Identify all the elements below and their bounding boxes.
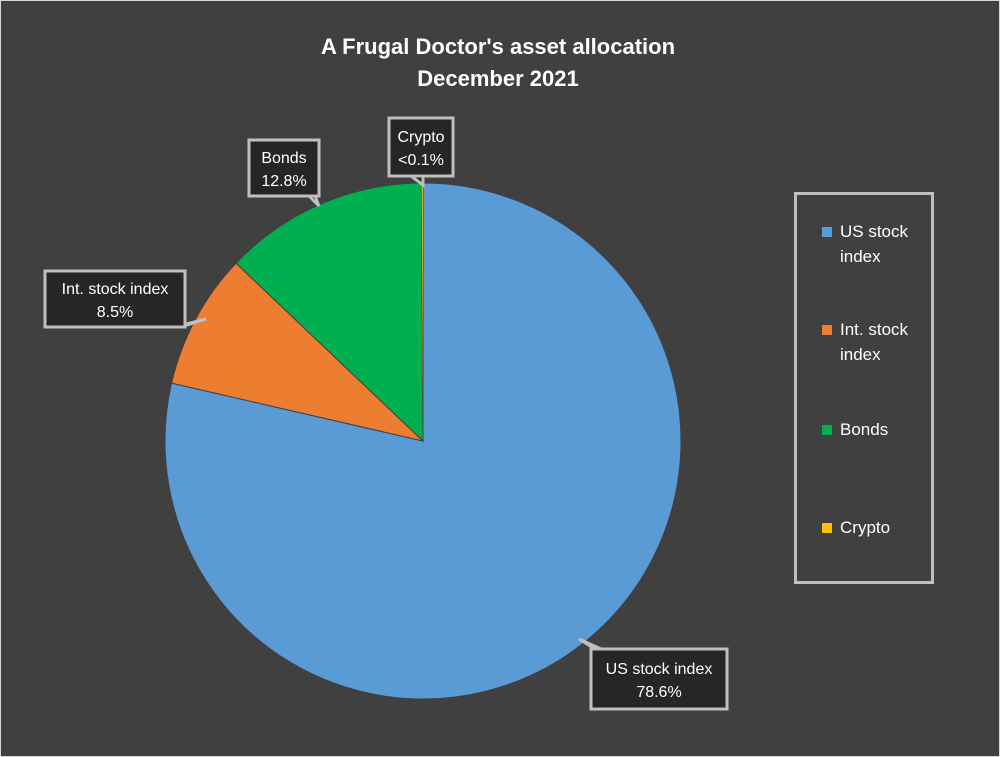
data-label-fill <box>592 650 726 708</box>
data-label-category: Crypto <box>397 129 444 146</box>
data-label-category: Bonds <box>261 150 306 167</box>
data-label-category: US stock index <box>606 661 713 678</box>
legend-swatch <box>822 325 832 335</box>
data-label-value: 78.6% <box>636 684 681 701</box>
chart-subtitle-line: December 2021 <box>417 66 579 91</box>
legend-item-crypto: Crypto <box>822 515 932 540</box>
data-label-fill <box>250 141 318 195</box>
data-label-category: Int. stock index <box>62 281 169 298</box>
legend-label: US stock index <box>840 222 909 266</box>
data-label-value: 8.5% <box>97 304 133 321</box>
legend-label: Crypto <box>840 518 891 537</box>
pie-slice-bonds <box>235 182 424 443</box>
legend-item-us-stock-index: US stock index <box>822 219 932 269</box>
legend-label: Int. stock index <box>840 320 909 364</box>
data-label-crypto: Crypto <0.1% <box>387 116 455 188</box>
data-label-value: 12.8% <box>261 173 306 190</box>
legend-label: Bonds <box>840 420 889 439</box>
data-label-us-stock-index: US stock index 78.6% <box>578 637 729 711</box>
pie-slice-int-stock-index <box>170 262 425 442</box>
data-label-int-stock-index: Int. stock index 8.5% <box>43 269 207 329</box>
legend-swatch <box>822 425 832 435</box>
data-label-value: <0.1% <box>398 152 444 169</box>
legend-item-int-stock-index: Int. stock index <box>822 317 932 367</box>
data-label-fill <box>390 119 452 175</box>
legend-item-bonds: Bonds <box>822 417 932 442</box>
chart-title: A Frugal Doctor's asset allocation Decem… <box>1 31 995 95</box>
data-label-bonds: Bonds 12.8% <box>247 138 321 208</box>
chart-legend: US stock index Int. stock index Bonds Crypt… <box>794 192 934 584</box>
data-label-fill <box>46 272 184 326</box>
legend-swatch <box>822 523 832 533</box>
chart-title-line: A Frugal Doctor's asset allocation <box>320 34 676 59</box>
legend-swatch <box>822 227 832 237</box>
